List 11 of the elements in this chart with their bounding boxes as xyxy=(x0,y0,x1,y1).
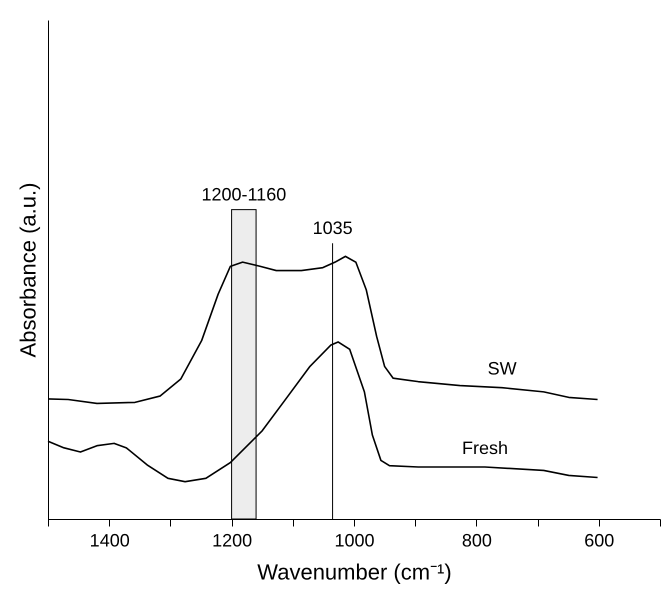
y-axis-title: Absorbance (a.u.) xyxy=(16,182,40,358)
x-tick-label: 600 xyxy=(584,530,614,550)
x-axis-title: Wavenumber (cm⁻¹) xyxy=(257,560,452,584)
series-label: Fresh xyxy=(462,438,508,458)
x-tick-label: 1200 xyxy=(212,530,252,550)
band-label: 1200-1160 xyxy=(201,184,286,205)
x-tick-label: 800 xyxy=(462,530,492,550)
x-tick-label: 1400 xyxy=(90,530,130,550)
series-label: SW xyxy=(488,358,517,379)
ref-line-label: 1035 xyxy=(312,218,353,238)
x-tick-label: 1000 xyxy=(334,530,375,550)
